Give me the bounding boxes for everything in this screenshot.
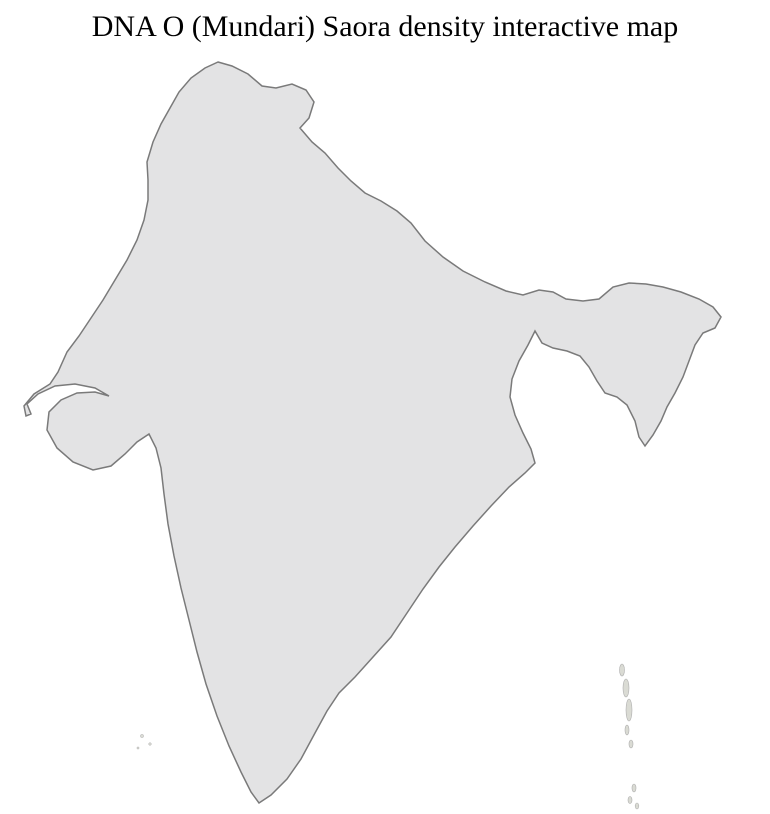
page-title: DNA O (Mundari) Saora density interactiv…	[91, 10, 679, 43]
lakshadweep-islands[interactable]	[136, 734, 152, 750]
andaman-nicobar-islands[interactable]	[619, 663, 640, 810]
country-outline	[23, 61, 722, 804]
